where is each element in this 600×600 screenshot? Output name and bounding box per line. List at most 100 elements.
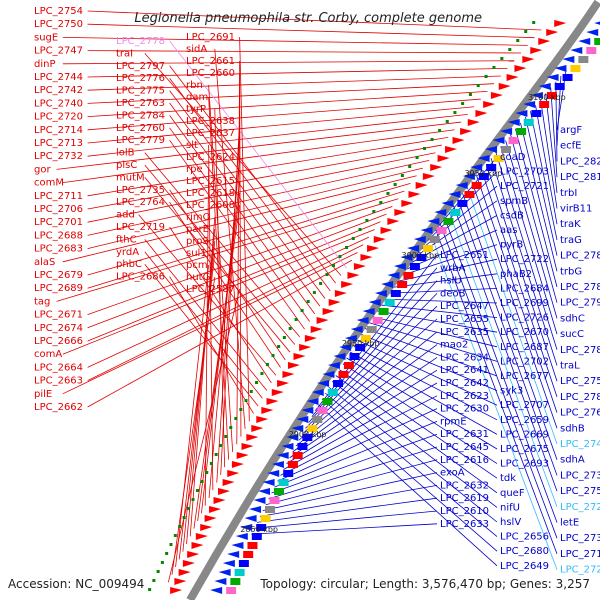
gene-label-right: LPC_2680 (500, 546, 549, 557)
gene-arrow-left (271, 389, 284, 396)
gene-label-right: LPC_2780 (560, 345, 600, 356)
gc-marker (345, 246, 349, 249)
gene-arrow-right (322, 371, 335, 378)
gene-label-right: deoB (440, 288, 466, 299)
connector-line-right (325, 392, 498, 537)
connector-line-left (87, 190, 405, 289)
feature-block (338, 371, 349, 378)
feature-block (283, 470, 294, 477)
gene-arrow-left (277, 380, 290, 387)
connector-line-right (262, 472, 438, 512)
gene-label-right: LPC_2684 (500, 283, 549, 294)
gene-label-left: phbC (116, 259, 142, 270)
gene-arrow-left (204, 515, 217, 522)
gene-label-right: LPC_2655 (440, 314, 489, 325)
gene-arrow-left (236, 452, 249, 459)
gene-arrow-right (240, 524, 253, 531)
connector-line-left (208, 96, 230, 460)
gene-arrow-right (434, 209, 447, 216)
gene-arrow-left (170, 587, 183, 594)
connector-line-right (525, 116, 558, 256)
gene-label-right: LPC_2656 (500, 532, 549, 543)
gc-marker (191, 498, 195, 501)
gc-marker (423, 147, 427, 150)
gene-arrow-right (507, 119, 520, 126)
gene-label-right: csdB (500, 210, 524, 221)
gene-arrow-left (231, 461, 244, 468)
gene-arrow-right (301, 407, 314, 414)
gene-label-right: ecfE (560, 141, 582, 152)
gc-marker (438, 129, 442, 132)
gc-marker (224, 435, 228, 438)
gene-label-right: LPC_2726 (500, 313, 549, 324)
gene-arrow-left (467, 119, 480, 126)
gene-label-left: LPC_2618 (186, 188, 235, 199)
gene-label-right: LPC_2729 (560, 565, 600, 576)
gene-arrow-left (538, 38, 551, 45)
gene-label-left: LPC_2587 (186, 284, 235, 295)
feature-block (274, 488, 285, 495)
gene-label-left: yrdA (116, 247, 139, 258)
gc-marker (249, 390, 253, 393)
feature-block (390, 290, 401, 297)
feature-block (409, 263, 420, 270)
gene-arrow-right (441, 200, 454, 207)
gene-arrow-right (448, 191, 461, 198)
feature-block (260, 515, 271, 522)
connector-line-left (169, 40, 347, 269)
connector-line-right (339, 369, 498, 479)
connector-line-left (208, 84, 234, 452)
gene-label-left: LPC_2660 (186, 68, 235, 79)
gene-label-right: LPC_2727 (560, 502, 600, 513)
gene-arrow-right (492, 137, 505, 144)
gene-label-left: LPC_2760 (116, 123, 165, 134)
gene-arrow-left (261, 407, 274, 414)
gene-arrow-right (570, 47, 583, 54)
gene-arrow-left (322, 308, 335, 315)
gene-arrow-left (304, 335, 317, 342)
gene-label-left: LPC_2615 (186, 176, 235, 187)
connector-line-left (197, 192, 240, 522)
gene-arrow-right (262, 479, 275, 486)
connector-line-right (404, 229, 498, 271)
gene-arrow-right (485, 146, 498, 153)
gene-label-right: queF (500, 488, 525, 499)
gc-marker (196, 489, 200, 492)
connector-line-left (175, 264, 209, 568)
gene-arrow-left (187, 551, 200, 558)
gene-arrow-right (317, 380, 330, 387)
gc-marker (372, 210, 376, 213)
feature-block (251, 533, 262, 540)
gene-arrow-right (350, 326, 363, 333)
gc-marker (358, 228, 362, 231)
gene-arrow-right (427, 218, 440, 225)
gene-label-right: LPC_2734 (560, 470, 600, 481)
gene-label-left: comA (34, 349, 62, 360)
gene-label-left: lolB (116, 148, 135, 159)
gene-label-left: LPC_2666 (34, 336, 83, 347)
gc-marker (319, 282, 323, 285)
gene-label-left: LPC_2764 (116, 197, 165, 208)
gc-marker (200, 480, 204, 483)
genome-backbone (186, 0, 600, 600)
gene-arrow-right (333, 353, 346, 360)
gene-arrow-left (430, 164, 443, 171)
gene-arrow-left (530, 47, 543, 54)
gc-marker (244, 399, 248, 402)
kbp-marker: 2950 kbp (342, 339, 380, 348)
connector-line-left (87, 160, 430, 236)
gene-arrow-right (306, 398, 319, 405)
feature-block (464, 191, 475, 198)
gene-arrow-left (483, 101, 496, 108)
gene-label-left: tag (34, 296, 50, 307)
gene-label-left: LPC_2624 (186, 152, 235, 163)
gene-label-right: LPC_2817 (560, 172, 600, 183)
gene-label-right: LPC_2703 (500, 167, 549, 178)
kbp-marker: 3000 kbp (402, 251, 440, 260)
gene-arrow-left (310, 326, 323, 333)
feature-block (578, 56, 589, 63)
gene-arrow-left (256, 416, 269, 423)
feature-block (360, 335, 371, 342)
topology-text: Topology: circular; Length: 3,576,470 bp… (260, 577, 590, 591)
gene-label-right: LPC_2610 (440, 506, 489, 517)
